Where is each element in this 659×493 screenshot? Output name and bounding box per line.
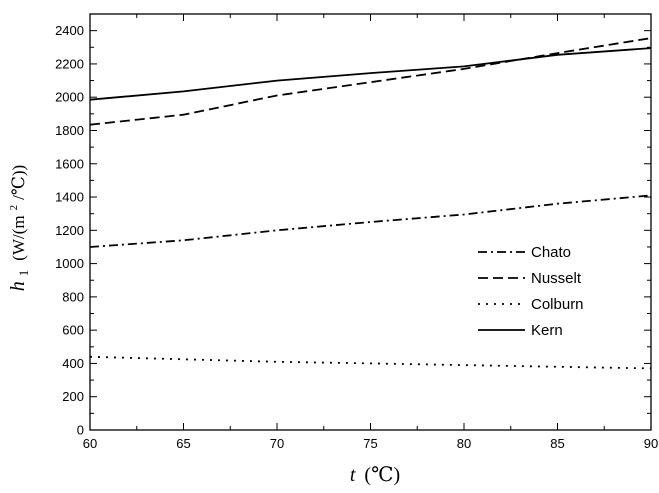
x-tick-label: 85 (550, 436, 564, 451)
legend-label-kern: Kern (531, 322, 563, 339)
axis-titles: t (℃) h 1 (W/(m 2 /℃)) (0, 165, 400, 486)
y-tick-label: 0 (77, 423, 84, 438)
y-tick-label: 1800 (55, 123, 84, 138)
y-tick-label: 1200 (55, 223, 84, 238)
legend-label-chato: Chato (531, 244, 571, 261)
axes: 60 65 70 75 80 85 90 0 200 400 600 800 1000 1200 1400 1… (55, 13, 658, 451)
x-tick-label: 65 (176, 436, 190, 451)
y-axis-subscript: 1 (16, 270, 31, 277)
y-tick-label: 1600 (55, 156, 84, 171)
series-line-kern (89, 47, 652, 101)
y-axis-unit-suffix: /℃)) (9, 165, 28, 200)
series-line-nusselt (89, 37, 652, 126)
legend-label-nusselt: Nusselt (531, 270, 582, 287)
y-tick-label: 2000 (55, 90, 84, 105)
x-tick-label: 60 (83, 436, 97, 451)
legend-label-colburn: Colburn (531, 296, 584, 313)
plot-frame (89, 13, 652, 431)
y-tick-label: 1400 (55, 190, 84, 205)
y-axis-unit-prefix: (W/(m (9, 215, 28, 260)
y-axis-title: h 1 (W/(m 2 /℃)) (0, 165, 33, 291)
x-axis-unit: (℃) (364, 464, 400, 486)
y-tick-label: 2200 (55, 56, 84, 71)
series-line-colburn (89, 355, 652, 370)
y-tick-label: 200 (62, 389, 84, 404)
x-axis-symbol: t (350, 464, 356, 486)
y-tick-label: 800 (62, 289, 84, 304)
x-axis-title: t (℃) (350, 464, 400, 486)
x-tick-label: 70 (270, 436, 284, 451)
x-tick-label: 90 (644, 436, 658, 451)
y-tick-label: 2400 (55, 23, 84, 38)
x-tick-label: 80 (457, 436, 471, 451)
y-axis-unit-sup: 2 (8, 205, 20, 211)
y-tick-label: 600 (62, 323, 84, 338)
series-line-chato (89, 194, 652, 248)
y-tick-label: 1000 (55, 256, 84, 271)
y-tick-label: 400 (62, 356, 84, 371)
legend: Chato Nusselt Colburn Kern (478, 244, 584, 339)
series-lines (89, 37, 652, 370)
x-tick-label: 75 (363, 436, 377, 451)
y-axis-symbol: h (7, 281, 29, 291)
